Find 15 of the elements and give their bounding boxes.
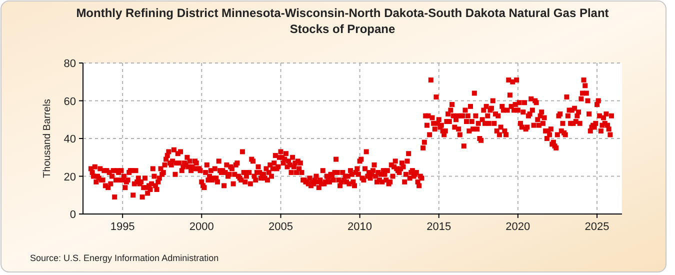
source-note: Source: U.S. Energy Information Administration	[30, 253, 219, 263]
y-tick-label: 20	[64, 171, 76, 184]
x-tick-label: 1995	[110, 221, 135, 233]
x-tick-label: 2020	[506, 221, 530, 233]
x-tick-label: 2005	[268, 221, 293, 233]
y-tick-label: 60	[64, 96, 76, 108]
chart-title: Monthly Refining District Minnesota-Wisconsin-North Dakota-South Dakota Natural Gas Plant Stocks of Propane	[76, 6, 609, 36]
y-tick-label: 40	[64, 134, 76, 146]
x-tick-label: 2010	[348, 221, 372, 233]
y-tick-label: 0	[70, 209, 76, 221]
x-tick-label: 2000	[189, 221, 214, 233]
y-axis-title: Thousand Barrels	[42, 99, 53, 178]
x-tick-label: 2015	[426, 221, 452, 233]
y-tick-label: 80	[64, 58, 76, 70]
x-tick-label: 2025	[584, 221, 610, 233]
